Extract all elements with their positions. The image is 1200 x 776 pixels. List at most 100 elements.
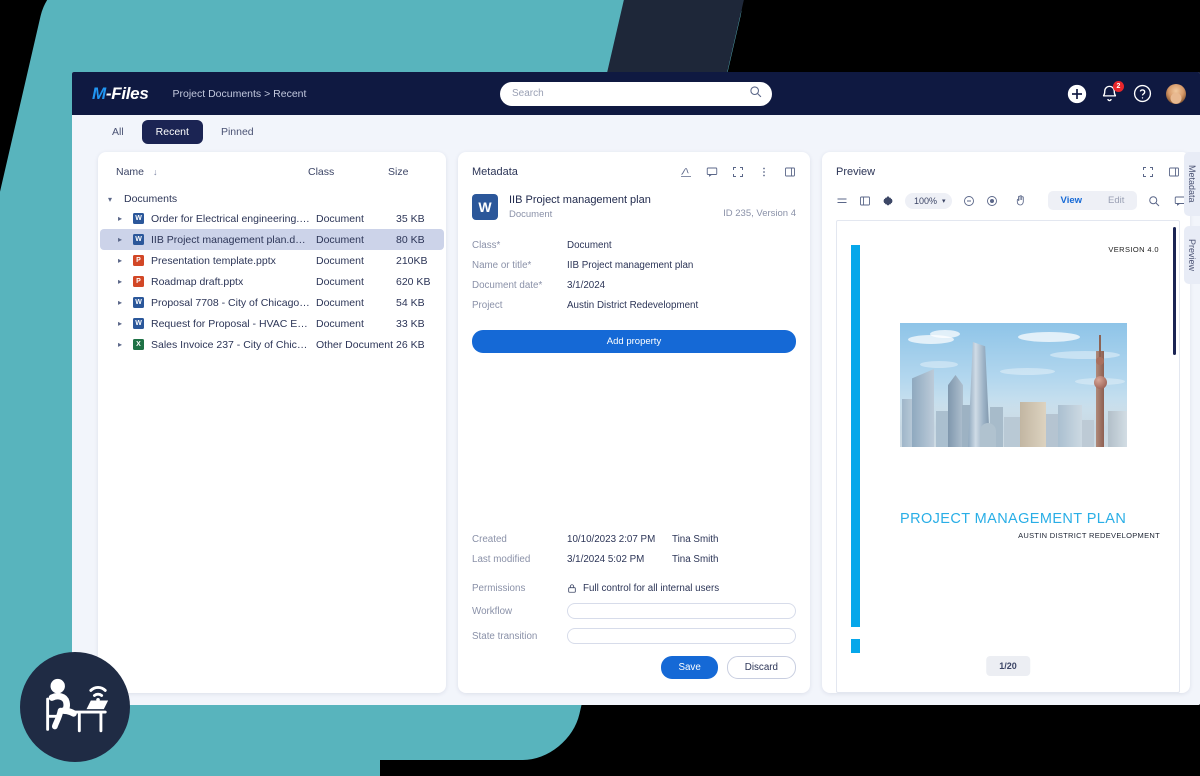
state-transition-input[interactable] xyxy=(567,628,796,644)
sidebar-icon[interactable] xyxy=(859,195,871,207)
file-rows: ▸ W Order for Electrical engineering.docx D… xyxy=(98,208,446,355)
add-property-button[interactable]: Add property xyxy=(472,330,796,353)
column-header-class[interactable]: Class xyxy=(308,166,335,178)
audit-user: Tina Smith xyxy=(672,554,719,565)
file-name: Presentation template.pptx xyxy=(151,254,276,267)
metadata-title: Metadata xyxy=(472,166,518,178)
top-bar-icons: 2 xyxy=(1067,80,1186,104)
chevron-right-icon[interactable]: ▸ xyxy=(118,340,123,349)
file-name: Request for Proposal - HVAC Engineerin..… xyxy=(151,317,316,330)
file-class: Document xyxy=(316,317,364,330)
rail-tab-preview[interactable]: Preview xyxy=(1184,225,1200,284)
notifications-icon[interactable]: 2 xyxy=(1100,80,1124,104)
group-label: Documents xyxy=(124,193,178,205)
zoom-in-icon[interactable] xyxy=(986,195,998,207)
sort-arrow-icon: ↓ xyxy=(152,167,158,177)
powerpoint-icon: P xyxy=(133,255,144,266)
audit-label: Created xyxy=(472,534,507,545)
city-skyline-photo xyxy=(900,323,1127,447)
rail-tab-metadata[interactable]: Metadata xyxy=(1184,152,1200,216)
permissions-row: Permissions Full control for all interna… xyxy=(472,583,796,594)
more-vertical-icon[interactable] xyxy=(758,166,770,178)
add-icon[interactable] xyxy=(1067,84,1087,104)
table-row[interactable]: ▸ W Proposal 7708 - City of Chicago.docx Do… xyxy=(100,292,444,313)
edit-mode-button[interactable]: Edit xyxy=(1108,195,1125,206)
property-value: 3/1/2024 xyxy=(567,280,606,291)
audit-user: Tina Smith xyxy=(672,534,719,545)
tab-pinned[interactable]: Pinned xyxy=(220,125,254,138)
chevron-right-icon[interactable]: ▸ xyxy=(118,256,123,265)
table-row[interactable]: ▸ W Order for Electrical engineering.docx D… xyxy=(100,208,444,229)
column-header-name[interactable]: Name ↓ xyxy=(108,166,308,178)
breadcrumb[interactable]: Project Documents > Recent xyxy=(172,87,307,100)
notification-badge: 2 xyxy=(1113,80,1124,92)
audit-label: Last modified xyxy=(472,554,531,565)
state-transition-row: State transition xyxy=(472,628,796,644)
search-input[interactable] xyxy=(512,88,749,99)
top-bar: M-Files Project Documents > Recent xyxy=(72,72,1200,115)
file-class: Document xyxy=(316,254,364,267)
zoom-level-value: 100% xyxy=(914,195,938,206)
tab-recent[interactable]: Recent xyxy=(141,119,203,144)
property-row[interactable]: Class* Document xyxy=(472,240,796,251)
group-row-documents[interactable]: ▾ Documents xyxy=(98,190,446,208)
file-class: Other Document xyxy=(316,338,394,351)
chevron-right-icon[interactable]: ▸ xyxy=(118,319,123,328)
chevron-right-icon[interactable]: ▸ xyxy=(118,277,123,286)
metadata-header-icons xyxy=(680,166,796,178)
chevron-right-icon[interactable]: ▸ xyxy=(118,235,123,244)
column-header-size[interactable]: Size xyxy=(388,166,409,178)
property-value: Austin District Redevelopment xyxy=(567,300,699,311)
table-row[interactable]: ▸ X Sales Invoice 237 - City of Chicago.xl… xyxy=(100,334,444,355)
file-size: 26 KB xyxy=(396,338,425,351)
property-label: Document date* xyxy=(472,280,543,291)
table-row[interactable]: ▸ W IIB Project management plan.docx Docume… xyxy=(100,229,444,250)
tab-all[interactable]: All xyxy=(112,125,124,138)
audit-row: Last modified 3/1/2024 5:02 PM Tina Smith xyxy=(472,554,796,565)
expand-icon[interactable] xyxy=(1142,166,1154,178)
property-label: Class* xyxy=(472,240,501,251)
workflow-label: Workflow xyxy=(472,605,513,617)
mfiles-logo[interactable]: M-Files xyxy=(92,84,149,104)
property-row[interactable]: Name or title* IIB Project management pla… xyxy=(472,260,796,271)
layout-icon[interactable] xyxy=(1168,166,1180,178)
table-row[interactable]: ▸ P Presentation template.pptx Document 210K… xyxy=(100,250,444,271)
help-icon[interactable] xyxy=(1133,84,1153,104)
layout-icon[interactable] xyxy=(784,166,796,178)
view-mode-button[interactable]: View xyxy=(1060,195,1083,206)
save-button[interactable]: Save xyxy=(661,656,718,679)
zoom-out-icon[interactable] xyxy=(963,195,975,207)
audit-list: Created 10/10/2023 2:07 PM Tina Smith Last … xyxy=(472,534,796,565)
settings-icon[interactable] xyxy=(882,195,894,207)
preview-scrollbar[interactable] xyxy=(1173,227,1176,355)
search-icon[interactable] xyxy=(749,85,762,103)
search-icon[interactable] xyxy=(1148,195,1160,207)
search-bar[interactable] xyxy=(500,81,772,106)
discard-button[interactable]: Discard xyxy=(726,656,796,679)
document-subtitle-text: AUSTIN DISTRICT REDEVELOPMENT xyxy=(1018,531,1160,540)
audit-row: Created 10/10/2023 2:07 PM Tina Smith xyxy=(472,534,796,545)
expand-icon[interactable] xyxy=(732,166,744,178)
document-preview-canvas[interactable]: VERSION 4.0 xyxy=(836,220,1180,693)
file-size: 620 KB xyxy=(396,275,431,288)
chevron-right-icon[interactable]: ▸ xyxy=(118,214,123,223)
chevron-right-icon[interactable]: ▸ xyxy=(118,298,123,307)
table-row[interactable]: ▸ W Request for Proposal - HVAC Engineerin… xyxy=(100,313,444,334)
property-row[interactable]: Project Austin District Redevelopment xyxy=(472,300,796,311)
pan-hand-icon[interactable] xyxy=(1015,194,1027,207)
audit-timestamp: 10/10/2023 2:07 PM xyxy=(567,534,656,545)
property-list: Class* Document Name or title* IIB Project … xyxy=(472,240,796,320)
menu-icon[interactable] xyxy=(836,195,848,207)
signature-icon[interactable] xyxy=(680,166,692,178)
zoom-level-selector[interactable]: 100% ▾ xyxy=(905,192,952,209)
comment-icon[interactable] xyxy=(706,166,718,178)
avatar[interactable] xyxy=(1166,83,1186,104)
property-row[interactable]: Document date* 3/1/2024 xyxy=(472,280,796,291)
file-name: IIB Project management plan.docx xyxy=(151,233,312,246)
file-size: 54 KB xyxy=(396,296,425,309)
excel-icon: X xyxy=(133,339,144,350)
table-row[interactable]: ▸ P Roadmap draft.pptx Document 620 KB xyxy=(100,271,444,292)
workflow-row: Workflow xyxy=(472,603,796,619)
workflow-input[interactable] xyxy=(567,603,796,619)
work-area: Name ↓ Class Size ▾ Documents ▸ W Order fo… xyxy=(72,148,1200,705)
